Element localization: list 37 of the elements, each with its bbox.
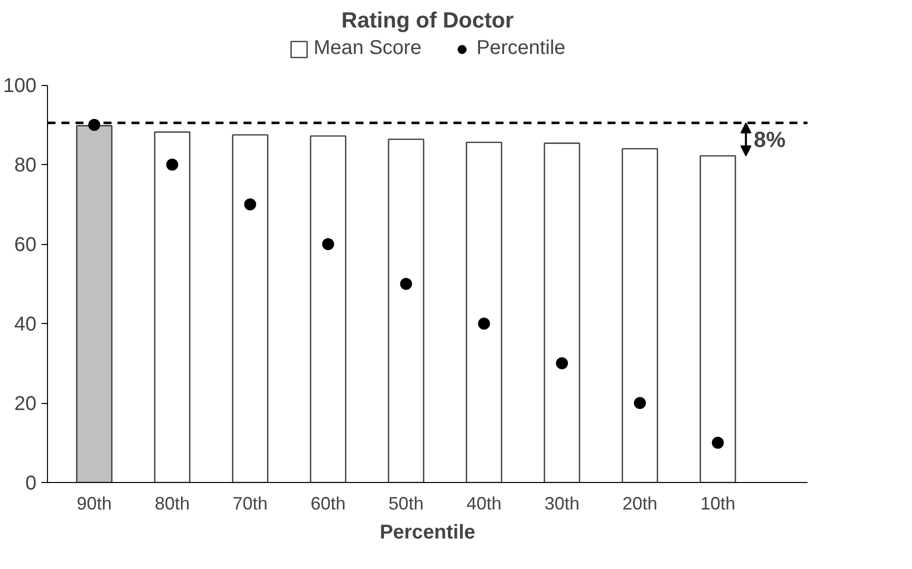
x-tick-label: 60th [310,494,346,514]
point [712,436,724,449]
x-tick-label: 10th [700,494,736,514]
point [244,198,256,210]
y-tick-label: 60 [14,234,37,256]
x-tick-label: 70th [232,494,268,514]
point [166,158,178,171]
point [322,238,334,250]
annotation: 8% [754,126,786,152]
legend-label: Percentile [476,37,566,60]
x-tick-label: 50th [388,494,424,514]
point [400,278,412,290]
bar [622,148,658,482]
bar [466,142,502,482]
point [556,357,568,370]
y-tick-label: 0 [25,472,36,494]
y-tick-label: 20 [14,393,37,416]
bar [544,142,580,482]
legend-label: Mean Score [314,37,422,60]
bar [232,134,268,482]
point [478,318,490,330]
bar [700,155,736,482]
y-tick-label: 100 [3,75,37,98]
x-tick-label: 80th [154,494,190,514]
chart-title: Rating of Doctor [341,8,514,32]
bar [76,125,112,482]
bar [388,138,424,482]
x-axis-title: Percentile [380,522,476,544]
x-tick-label: 30th [544,494,580,514]
point [634,397,646,410]
y-tick-label: 40 [14,314,37,336]
x-tick-label: 90th [76,494,112,514]
bar [310,135,346,482]
x-tick-label: 40th [466,494,502,514]
x-tick-label: 20th [622,494,658,514]
y-tick-label: 80 [14,154,37,177]
bar [154,131,190,482]
